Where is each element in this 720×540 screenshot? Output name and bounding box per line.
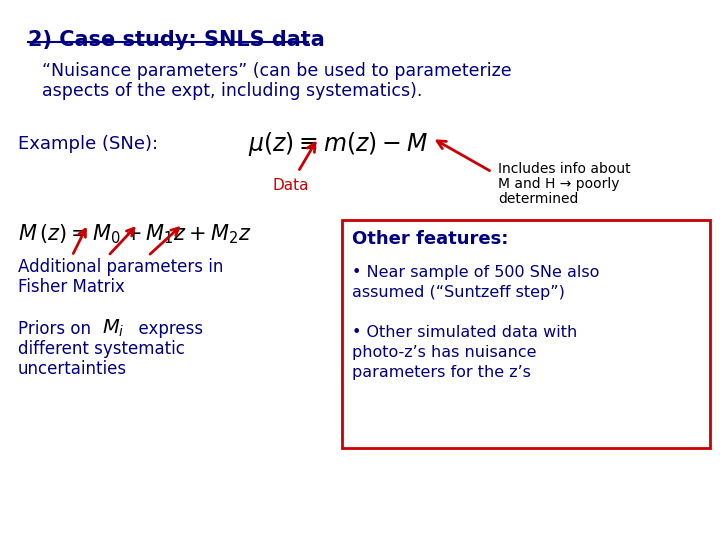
Text: • Other simulated data with: • Other simulated data with — [352, 325, 577, 340]
Text: $M_i$: $M_i$ — [102, 318, 125, 339]
Text: “Nuisance parameters” (can be used to parameterize: “Nuisance parameters” (can be used to pa… — [42, 62, 512, 80]
Text: Fisher Matrix: Fisher Matrix — [18, 278, 125, 296]
Text: different systematic: different systematic — [18, 340, 185, 358]
Text: aspects of the expt, including systematics).: aspects of the expt, including systemati… — [42, 82, 423, 100]
Text: Includes info about: Includes info about — [498, 162, 631, 176]
Text: M and H → poorly: M and H → poorly — [498, 177, 619, 191]
FancyBboxPatch shape — [342, 220, 710, 448]
Text: Data: Data — [272, 178, 308, 193]
Text: Other features:: Other features: — [352, 230, 508, 248]
Text: $M\,(z) = M_0 + M_1 z + M_2 z$: $M\,(z) = M_0 + M_1 z + M_2 z$ — [18, 222, 251, 246]
Text: • Near sample of 500 SNe also: • Near sample of 500 SNe also — [352, 265, 599, 280]
Text: Priors on: Priors on — [18, 320, 91, 338]
Text: 2) Case study: SNLS data: 2) Case study: SNLS data — [28, 30, 325, 50]
Text: photo-z’s has nuisance: photo-z’s has nuisance — [352, 345, 536, 360]
Text: parameters for the z’s: parameters for the z’s — [352, 365, 531, 380]
Text: Example (SNe):: Example (SNe): — [18, 135, 158, 153]
Text: determined: determined — [498, 192, 578, 206]
Text: $\mu(z) \equiv m(z) - M$: $\mu(z) \equiv m(z) - M$ — [248, 130, 428, 158]
Text: assumed (“Suntzeff step”): assumed (“Suntzeff step”) — [352, 285, 565, 300]
Text: uncertainties: uncertainties — [18, 360, 127, 378]
Text: express: express — [128, 320, 203, 338]
Text: Additional parameters in: Additional parameters in — [18, 258, 223, 276]
